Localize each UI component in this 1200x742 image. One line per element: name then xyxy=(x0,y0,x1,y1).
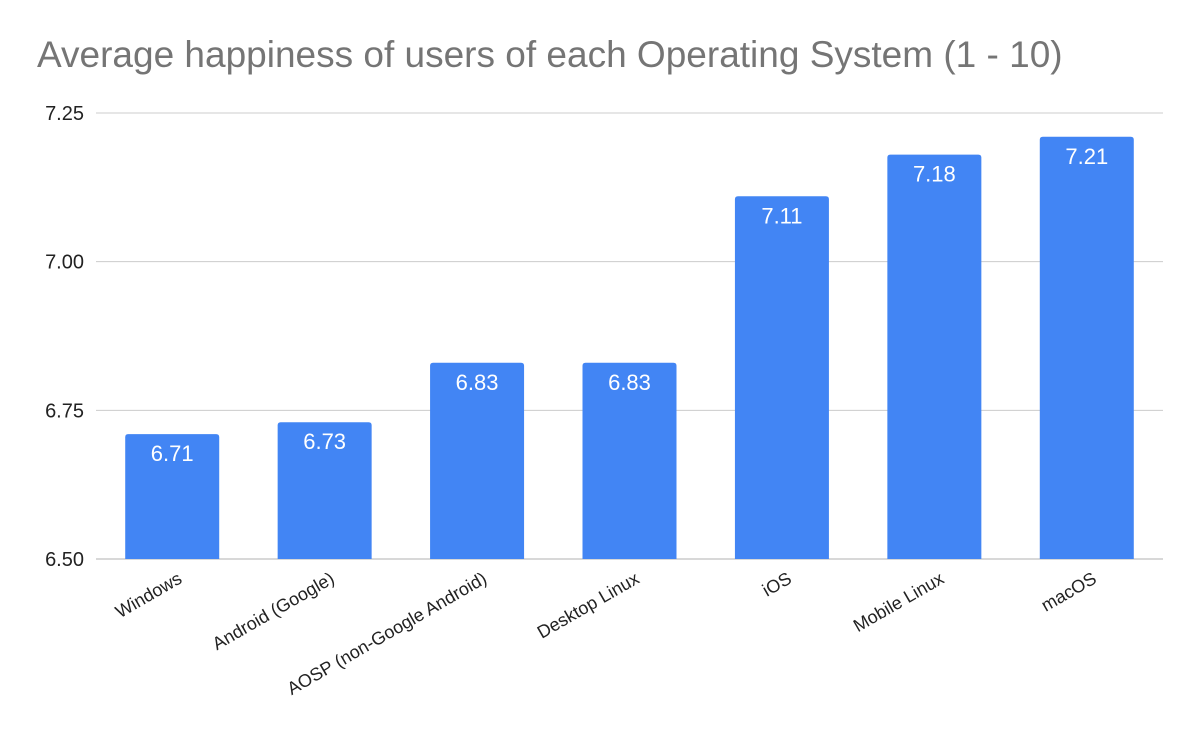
bar xyxy=(887,154,982,560)
y-tick-label: 7.25 xyxy=(45,103,84,125)
data-labels: 6.71 6.73 6.83 6.83 7.11 7.18 7.21 xyxy=(151,144,1108,466)
x-axis-categories: Windows Android (Google)AOSP (non-Google … xyxy=(112,568,1100,699)
x-category-label: macOS xyxy=(1038,568,1100,615)
bar xyxy=(277,422,372,559)
data-label: 6.83 xyxy=(608,370,651,395)
x-category-label: Android (Google) xyxy=(209,568,338,654)
bar xyxy=(582,362,677,559)
x-category-label: Mobile Linux xyxy=(850,568,948,636)
bar xyxy=(734,196,829,559)
x-category-label: Desktop Linux xyxy=(534,568,643,642)
bar xyxy=(125,434,220,559)
bar xyxy=(1039,136,1134,559)
bars xyxy=(125,136,1134,560)
data-label: 7.18 xyxy=(913,162,956,187)
chart-title: Average happiness of users of each Opera… xyxy=(37,34,1063,75)
y-tick-label: 6.50 xyxy=(45,549,84,571)
x-category-label: Windows xyxy=(112,568,185,622)
y-axis-ticks: 6.50 6.75 7.00 7.25 xyxy=(45,103,84,571)
data-label: 7.11 xyxy=(761,203,802,228)
data-label: 6.71 xyxy=(151,441,194,466)
bar xyxy=(430,362,525,559)
data-label: 6.73 xyxy=(303,429,346,454)
y-tick-label: 6.75 xyxy=(45,400,84,422)
data-label: 6.83 xyxy=(456,370,499,395)
data-label: 7.21 xyxy=(1065,144,1108,169)
x-category-label: iOS xyxy=(759,568,795,600)
y-tick-label: 7.00 xyxy=(45,252,84,274)
